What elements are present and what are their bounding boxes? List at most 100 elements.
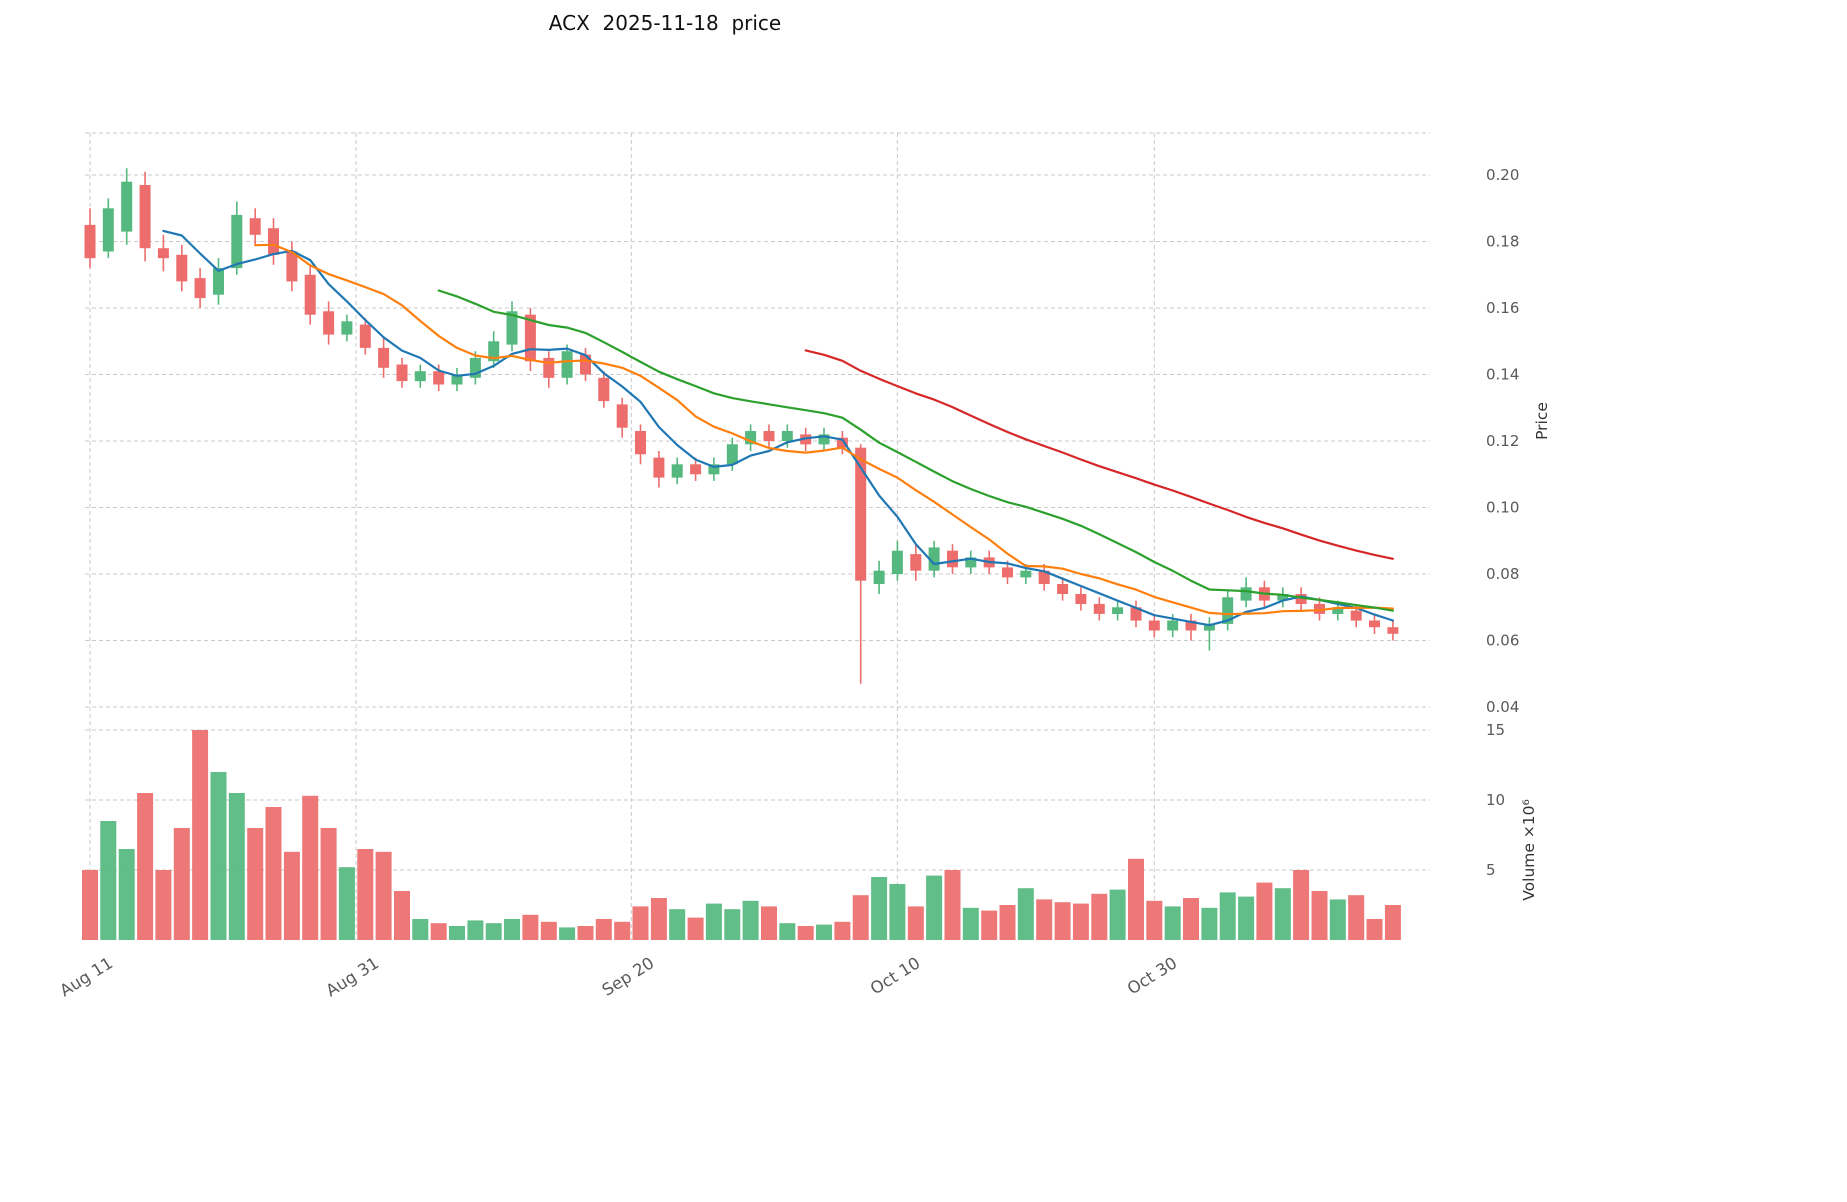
volume-bar	[1366, 919, 1383, 940]
volume-bar	[981, 910, 998, 940]
candle-body	[836, 437, 848, 448]
volume-tick-label: 5	[1486, 861, 1496, 879]
candle-body	[965, 557, 977, 568]
candle-body	[1002, 567, 1013, 578]
volume-bar	[816, 924, 832, 940]
candle-body	[690, 464, 702, 475]
candle-body	[910, 554, 922, 571]
price-tick-label: 0.18	[1486, 233, 1519, 251]
candle-body	[469, 357, 481, 378]
volume-bar	[118, 849, 135, 940]
volume-bar	[632, 906, 649, 940]
volume-bar	[1072, 903, 1089, 940]
volume-bar	[1017, 888, 1034, 940]
candle-body	[396, 364, 408, 382]
price-tick-label: 0.10	[1486, 499, 1519, 517]
volume-bar	[137, 793, 154, 940]
volume-bar	[595, 919, 612, 940]
volume-bar	[430, 923, 447, 940]
volume-bar	[375, 851, 392, 940]
candle-body	[506, 311, 518, 345]
candle-body	[873, 570, 885, 584]
volume-bar	[1091, 893, 1108, 940]
date-tick-label: Oct 10	[867, 953, 924, 998]
volume-bar	[926, 875, 943, 940]
price-axis-label: Price	[1533, 402, 1551, 440]
volume-bar	[962, 907, 979, 940]
candle-body	[653, 457, 665, 478]
candle-body	[84, 224, 96, 259]
candle-body	[1130, 607, 1142, 621]
volume-bar	[1128, 858, 1144, 940]
ma-line-sma40	[804, 349, 1395, 560]
candle-body	[231, 214, 243, 269]
volume-bar	[1146, 900, 1163, 940]
volume-bar	[1311, 891, 1328, 940]
candle-body	[524, 314, 536, 362]
chart-title: ACX 2025-11-18 price	[549, 11, 781, 35]
candle-body	[341, 321, 353, 335]
volume-bar	[577, 926, 594, 940]
volume-bar	[247, 828, 264, 940]
candle-body	[176, 254, 188, 282]
candle-body	[451, 374, 463, 385]
candle-body	[359, 324, 371, 348]
candle-body	[598, 377, 610, 402]
volume-bar	[210, 772, 227, 940]
volume-bar	[265, 807, 282, 940]
volume-bar	[357, 849, 374, 940]
volume-bar	[1201, 907, 1218, 940]
ma-line-sma10	[254, 243, 1395, 616]
volume-bar	[1384, 905, 1401, 940]
price-tick-label: 0.20	[1486, 166, 1519, 184]
candle-body	[249, 218, 261, 235]
volume-bar	[1293, 870, 1310, 940]
candle-body	[1148, 620, 1160, 631]
candle-body	[855, 447, 867, 581]
candle-body	[781, 431, 793, 441]
ma-line-sma5	[162, 229, 1395, 627]
candle-body	[1277, 594, 1289, 601]
volume-bar	[1054, 902, 1071, 940]
candle-body	[378, 347, 390, 368]
volume-bar	[852, 895, 869, 940]
volume-bar	[394, 891, 410, 940]
candle-body	[1203, 623, 1215, 631]
candle-body	[157, 248, 169, 259]
volume-bar	[559, 927, 576, 940]
price-tick-label: 0.04	[1486, 698, 1519, 716]
volume-bar	[889, 884, 906, 940]
candle-body	[1020, 570, 1032, 578]
volume-bar	[504, 919, 520, 940]
price-tick-label: 0.14	[1486, 366, 1519, 384]
volume-bar	[907, 906, 924, 940]
volume-bar	[540, 921, 557, 940]
candle-body	[891, 550, 903, 574]
volume-bar	[705, 903, 722, 940]
candle-body	[1314, 603, 1325, 614]
candle-body	[323, 311, 335, 335]
date-tick-label: Aug 11	[56, 953, 116, 1000]
volume-bar	[687, 917, 704, 940]
volume-bar	[1256, 882, 1273, 940]
date-tick-label: Oct 30	[1124, 953, 1181, 998]
volume-bar	[779, 923, 796, 940]
volume-bar	[1219, 892, 1236, 940]
candle-body	[561, 351, 573, 378]
candle-body	[1332, 607, 1344, 614]
candle-body	[1240, 587, 1252, 601]
candle-body	[488, 341, 500, 362]
candle-body	[1222, 597, 1234, 624]
volume-bar	[320, 828, 337, 940]
price-tick-label: 0.08	[1486, 565, 1519, 583]
candle-body	[635, 431, 646, 455]
volume-bar	[82, 870, 98, 940]
candle-body	[1075, 594, 1087, 604]
price-tick-label: 0.16	[1486, 299, 1519, 317]
volume-bar	[1238, 896, 1255, 940]
price-tick-label: 0.06	[1486, 632, 1519, 650]
volume-bars-layer	[82, 730, 1401, 940]
volume-bar	[192, 730, 209, 940]
candle-body	[213, 268, 224, 295]
